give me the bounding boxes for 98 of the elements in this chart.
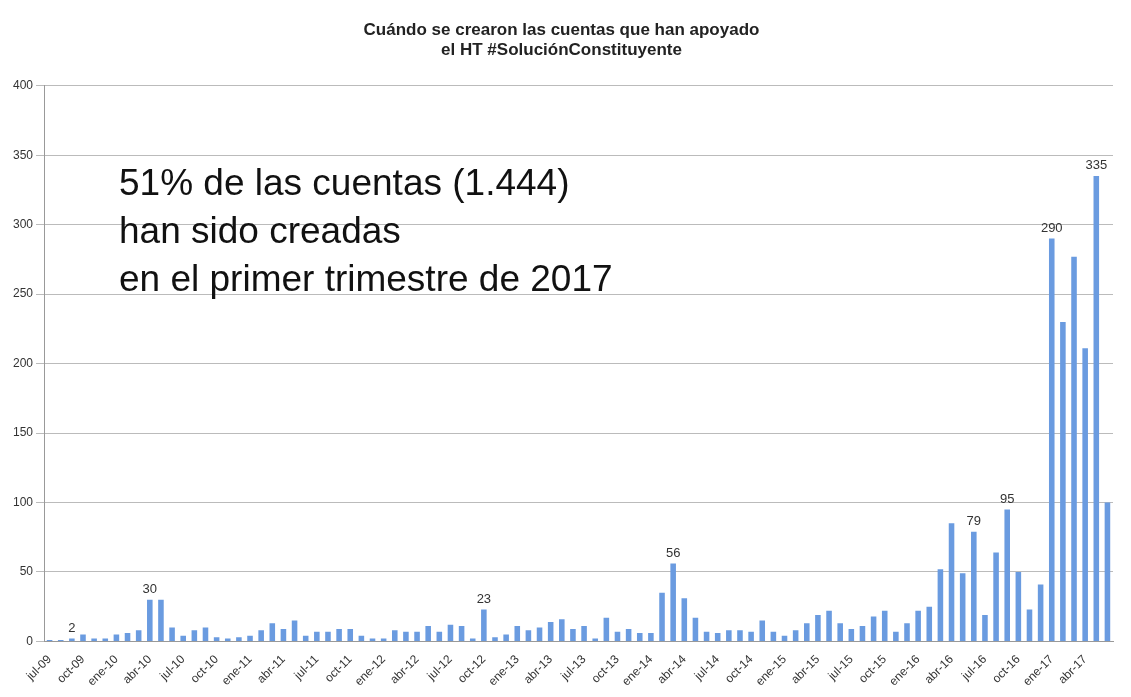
bar (893, 631, 899, 641)
data-label: 56 (665, 544, 681, 560)
data-label: 79 (966, 512, 982, 528)
bar (959, 573, 966, 641)
bar (681, 598, 688, 641)
bar (870, 616, 877, 641)
bar (347, 628, 354, 641)
bar (269, 623, 276, 641)
y-tick-label: 250 (12, 286, 34, 301)
bar (80, 634, 86, 641)
bar (258, 630, 264, 641)
bar (859, 626, 866, 641)
bar (904, 623, 910, 641)
bar (469, 638, 476, 641)
bar (102, 638, 109, 641)
bar (481, 609, 487, 641)
chart-title: Cuándo se crearon las cuentas que han apoyado el HT #SoluciónConstituyente (363, 19, 760, 60)
bar (826, 610, 832, 641)
bar (514, 626, 521, 641)
bar (737, 630, 743, 641)
bar (1060, 321, 1066, 641)
bar (1071, 256, 1077, 641)
y-tick-label: 350 (12, 147, 34, 162)
bar (213, 637, 220, 641)
bar (948, 523, 955, 641)
bar (759, 620, 766, 641)
data-label: 30 (142, 580, 158, 596)
bar (792, 630, 799, 641)
bar (581, 626, 587, 641)
y-tick-label: 150 (12, 425, 34, 440)
bar (570, 628, 576, 641)
bar (993, 552, 999, 641)
bar (314, 631, 320, 641)
bar (1004, 509, 1010, 641)
y-tick-label: 50 (19, 564, 34, 579)
bar (1026, 609, 1033, 641)
bar (325, 631, 331, 641)
y-tick-label: 300 (12, 217, 34, 232)
data-label: 23 (476, 590, 492, 606)
bar (525, 630, 532, 641)
bar (837, 623, 843, 641)
bar (280, 628, 287, 641)
data-label: 95 (999, 490, 1015, 506)
bar (503, 634, 509, 641)
bar (1015, 571, 1022, 641)
bar (1037, 584, 1044, 641)
bar (971, 531, 977, 641)
bar (1093, 176, 1100, 641)
bar (636, 633, 643, 641)
bar (414, 631, 420, 641)
bar (425, 626, 431, 641)
bar (659, 592, 665, 641)
bar (180, 635, 186, 641)
annotation: 51% de las cuentas (1.444) han sido creadas en el primer trimestre de 2017 (119, 161, 613, 299)
bar (748, 631, 754, 641)
bar (804, 623, 810, 641)
bar (881, 610, 888, 641)
y-tick-label: 0 (26, 633, 34, 648)
bar (726, 630, 732, 641)
bar (559, 619, 565, 641)
bar (113, 634, 120, 641)
bar (648, 633, 654, 641)
bar (336, 628, 342, 641)
bar (592, 638, 598, 641)
data-label: 2 (68, 619, 76, 635)
bar (135, 630, 142, 641)
bar (714, 633, 721, 641)
bar (1082, 348, 1088, 641)
bar (247, 635, 253, 641)
bar (91, 638, 97, 641)
bar (547, 621, 554, 641)
bar (848, 628, 855, 641)
y-tick-label: 400 (12, 78, 34, 93)
bar (458, 626, 465, 641)
bar (937, 569, 944, 641)
data-label: 335 (1085, 157, 1108, 173)
bar (1104, 502, 1111, 641)
bar (124, 633, 131, 641)
bar (69, 638, 75, 641)
bar (492, 637, 498, 641)
bar (625, 628, 632, 641)
y-tick-label: 100 (12, 494, 34, 509)
bar (224, 638, 231, 641)
bar (1048, 238, 1055, 641)
bar (169, 627, 175, 641)
data-label: 290 (1040, 219, 1063, 235)
bar (392, 630, 398, 641)
bar (815, 615, 821, 641)
bar (147, 599, 153, 641)
bar (158, 599, 164, 641)
y-tick-label: 200 (12, 355, 34, 370)
bar (915, 610, 921, 641)
bar (236, 637, 242, 641)
bar (670, 563, 676, 641)
bar (191, 630, 198, 641)
bar (403, 631, 409, 641)
bar (982, 615, 988, 641)
bar (926, 606, 933, 641)
